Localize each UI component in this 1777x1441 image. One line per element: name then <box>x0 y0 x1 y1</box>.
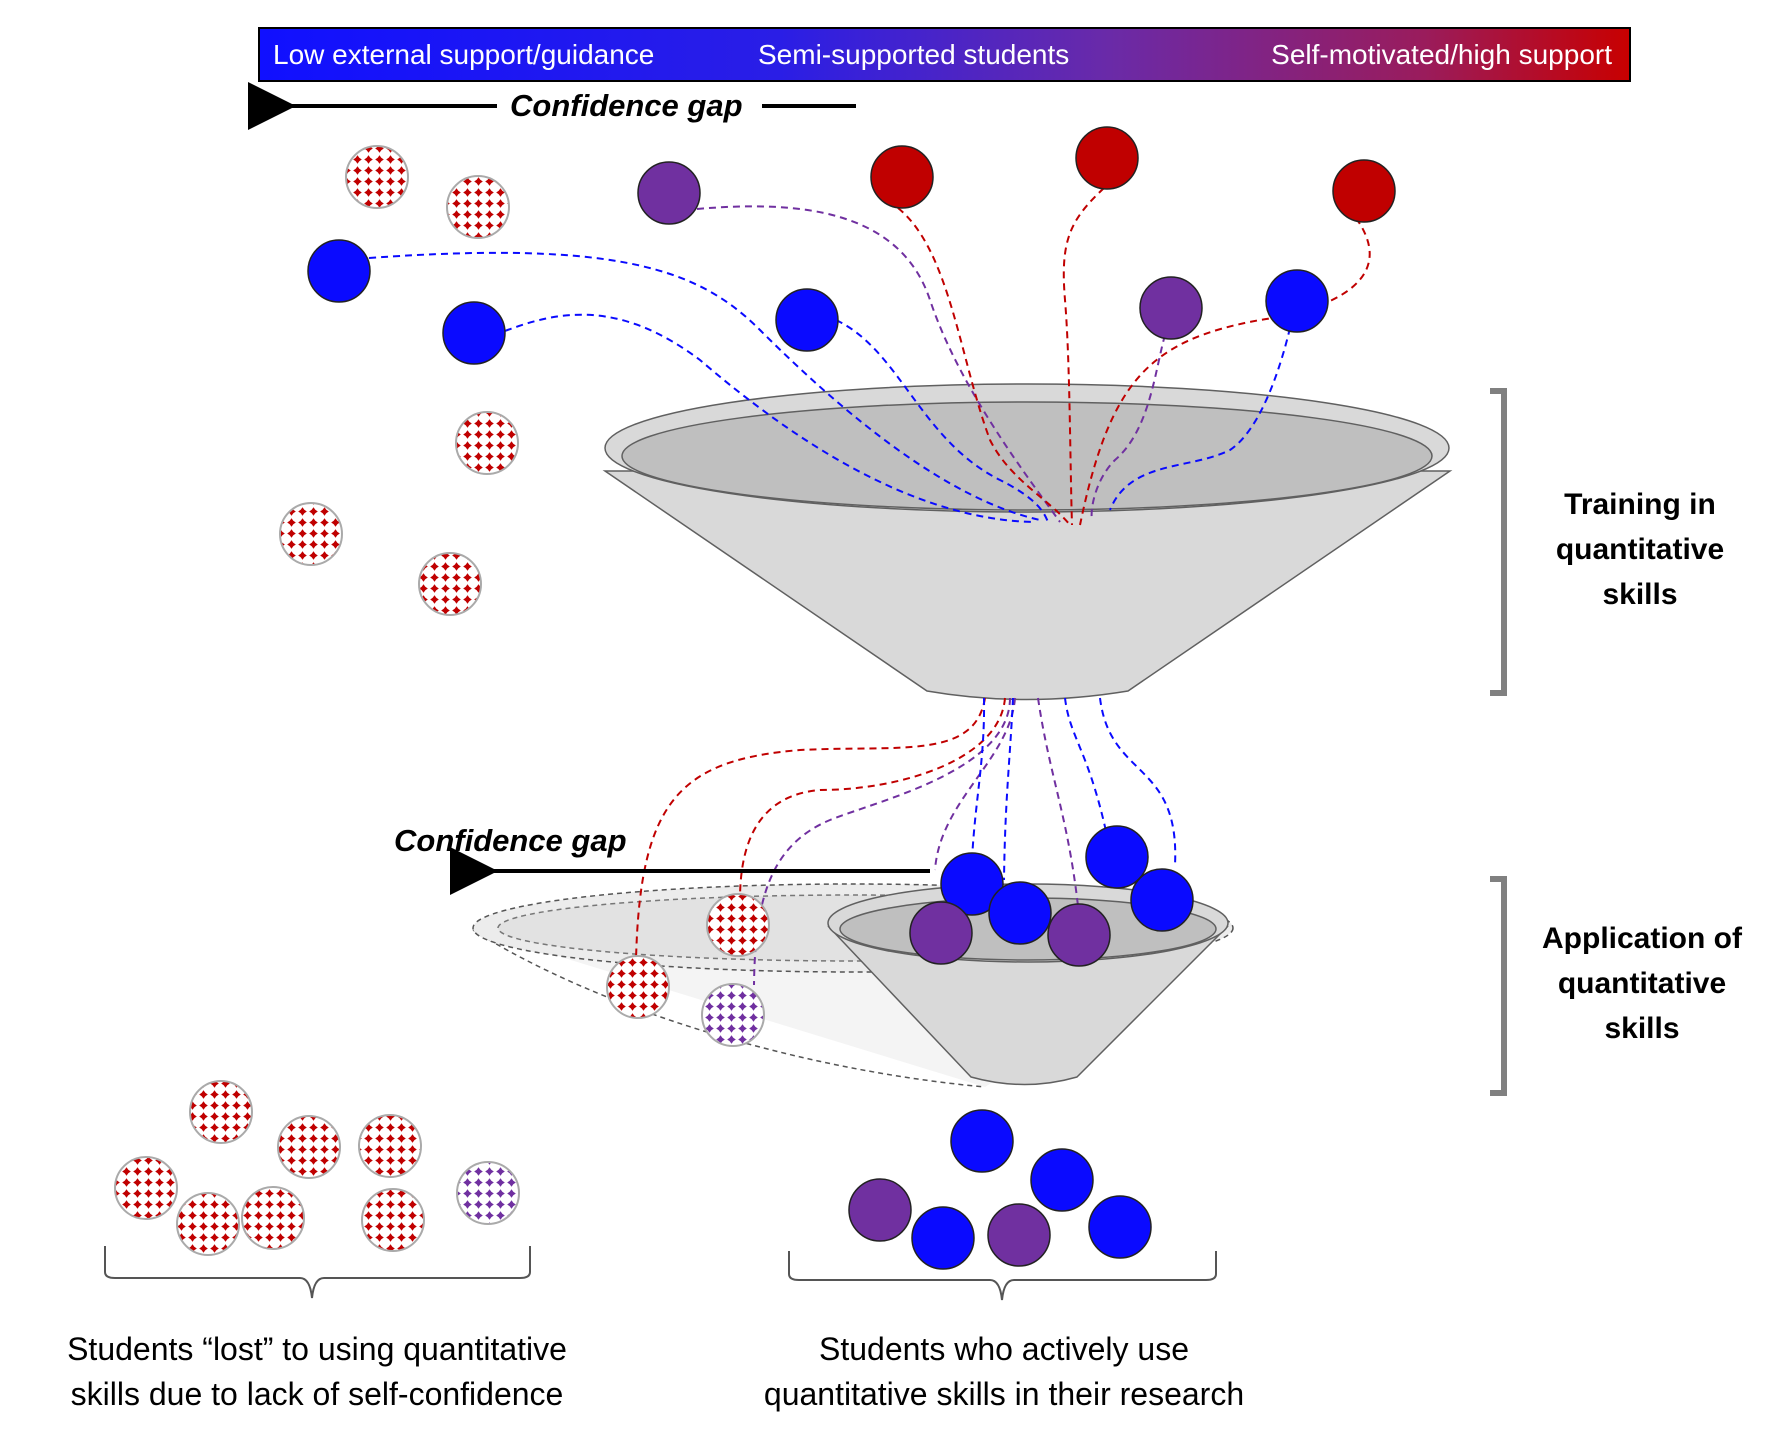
student-low-support <box>1088 1195 1152 1259</box>
application-stage-label: Application of quantitative skills <box>1542 922 1743 1045</box>
student-low-support <box>950 1109 1014 1173</box>
training-paths <box>368 187 1371 526</box>
training-stage-label: Training in quantitative skills <box>1556 488 1724 611</box>
lost-students-middle <box>606 893 770 1047</box>
student-low-support <box>988 881 1052 945</box>
training-label-line-3: skills <box>1602 578 1677 611</box>
lost-student <box>277 1115 341 1179</box>
student-low-support <box>911 1206 975 1270</box>
student-low-support <box>775 288 839 352</box>
student-low-support <box>1030 1148 1094 1212</box>
student-low-support <box>1085 825 1149 889</box>
student-low-support <box>940 852 1004 916</box>
training-bracket <box>1490 388 1507 696</box>
incoming-students <box>307 126 1396 365</box>
student-high-support <box>1075 126 1139 190</box>
student-high-support <box>1332 159 1396 223</box>
lost-group-caption: Students “lost” to using quantitative sk… <box>67 1331 567 1412</box>
training-label-line-2: quantitative <box>1556 533 1724 566</box>
active-students-group <box>848 1109 1152 1270</box>
student-semi-supported <box>909 901 973 965</box>
application-bracket <box>1490 876 1507 1096</box>
lost-students-top <box>279 145 519 616</box>
lost-student <box>176 1192 240 1256</box>
confidence-gap-arrow-lower: Confidence gap <box>394 823 930 895</box>
training-label-line-1: Training in <box>1564 488 1716 521</box>
application-label-line-3: skills <box>1604 1012 1679 1045</box>
active-group-caption: Students who actively use quantitative s… <box>764 1331 1244 1412</box>
confidence-gap-arrow-top: Confidence gap <box>248 82 856 130</box>
lost-group-brace <box>104 1246 531 1299</box>
low-support-label: Low external support/guidance <box>273 39 654 70</box>
lost-student <box>189 1080 253 1144</box>
students-in-application-funnel <box>909 825 1194 967</box>
lost-students-group <box>114 1080 520 1256</box>
student-low-support <box>1130 868 1194 932</box>
lost-student <box>361 1188 425 1252</box>
lost-student <box>279 502 343 566</box>
active-caption-line-2: quantitative skills in their research <box>764 1376 1244 1412</box>
confidence-gap-label-lower: Confidence gap <box>394 823 627 858</box>
lost-student <box>358 1114 422 1178</box>
high-support-label: Self-motivated/high support <box>1271 39 1612 70</box>
student-semi-supported <box>987 1203 1051 1267</box>
active-group-brace <box>788 1251 1217 1301</box>
lost-student <box>345 145 409 209</box>
lost-caption-line-2: skills due to lack of self-confidence <box>71 1376 564 1412</box>
training-funnel <box>602 383 1453 701</box>
student-low-support <box>442 301 506 365</box>
student-semi-supported <box>637 161 701 225</box>
lost-student <box>114 1156 178 1220</box>
lost-student <box>455 411 519 475</box>
semi-supported-label: Semi-supported students <box>758 39 1069 70</box>
active-caption-line-1: Students who actively use <box>819 1331 1189 1367</box>
lost-student <box>456 1161 520 1225</box>
student-semi-supported <box>1047 903 1111 967</box>
lost-student <box>418 552 482 616</box>
lost-student <box>241 1186 305 1250</box>
student-low-support <box>307 239 371 303</box>
lost-student <box>446 175 510 239</box>
support-gradient-bar: Low external support/guidance Semi-suppo… <box>258 27 1631 82</box>
application-label-line-1: Application of <box>1542 922 1743 955</box>
confidence-gap-label-top: Confidence gap <box>510 88 743 123</box>
lost-caption-line-1: Students “lost” to using quantitative <box>67 1331 567 1367</box>
student-semi-supported <box>848 1178 912 1242</box>
lost-student <box>706 893 770 957</box>
application-label-line-2: quantitative <box>1558 967 1726 1000</box>
lost-student <box>701 983 765 1047</box>
student-semi-supported <box>1139 276 1203 340</box>
student-low-support <box>1265 269 1329 333</box>
lost-student <box>606 955 670 1019</box>
student-high-support <box>870 145 934 209</box>
